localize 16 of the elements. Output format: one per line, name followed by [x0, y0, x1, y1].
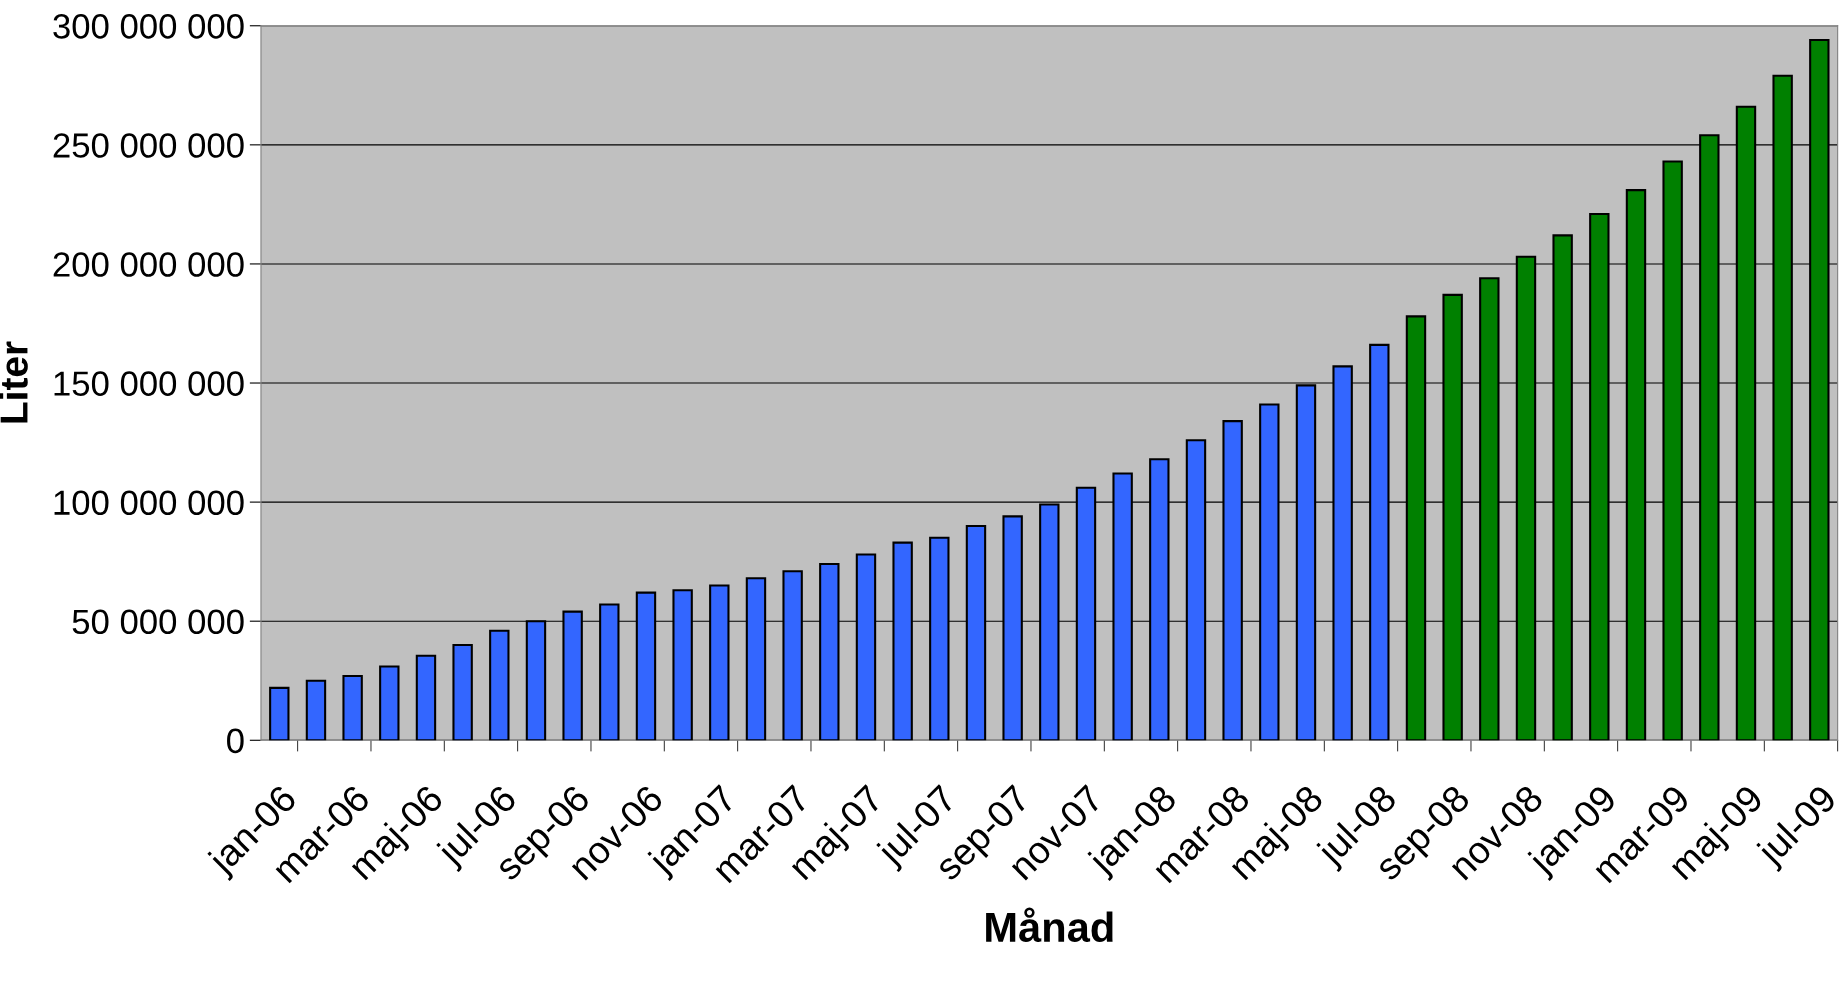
y-tick-label: 200 000 000 [53, 252, 244, 277]
bar [489, 629, 510, 741]
y-tick-label: 300 000 000 [53, 14, 244, 39]
y-tick-label: 150 000 000 [54, 371, 244, 396]
y-tick-label: 0 [227, 728, 244, 754]
x-axis-title: Månad [986, 907, 1113, 943]
bar [452, 643, 473, 741]
y-tick-label: 250 000 000 [53, 133, 244, 158]
bar [415, 654, 437, 741]
bar [379, 665, 400, 741]
bar [305, 679, 327, 741]
y-tick-label: 50 000 000 [72, 609, 244, 635]
bar [269, 686, 290, 741]
bar [342, 674, 363, 741]
y-axis-title: Liter [0, 341, 28, 423]
y-tick-label: 100 000 000 [54, 490, 244, 516]
